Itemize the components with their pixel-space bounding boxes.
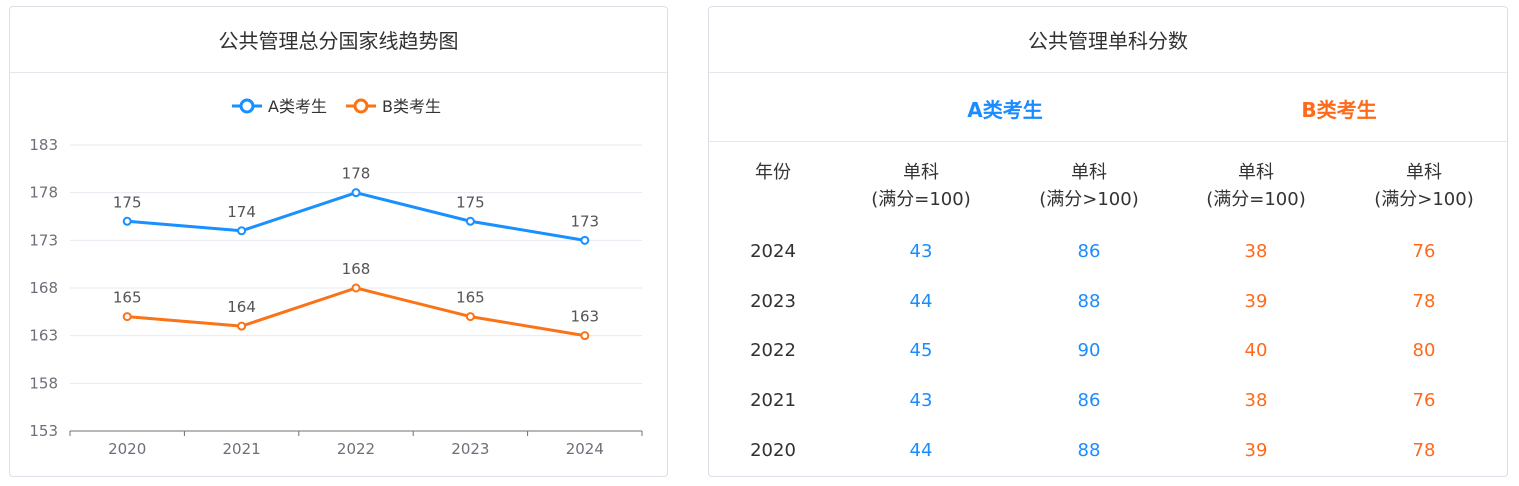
x-tick-label: 2024 — [566, 440, 604, 458]
data-point — [580, 235, 590, 245]
group-a-title: A类考生 — [967, 98, 1043, 122]
trend-line-chart: 153 158 163 168 173 178 183 2020 2021 2022 2023 202… — [29, 97, 643, 458]
data-point — [122, 216, 132, 226]
col-header-a-eq100: 单科 (满分=100) — [841, 159, 1001, 213]
cell-a-eq100: 44 — [909, 440, 933, 461]
table-card-title: 公共管理单科分数 — [709, 7, 1507, 73]
cell-b-eq100: 40 — [1244, 340, 1268, 361]
series-line — [127, 191, 586, 242]
y-tick-label: 163 — [29, 327, 58, 345]
x-tick-label: 2023 — [451, 440, 489, 458]
col-header-year-label: 年份 — [755, 162, 791, 183]
x-tick-label: 2022 — [337, 440, 375, 458]
cell-a-gt100: 86 — [1077, 241, 1101, 262]
col-header-b-gt100-line1: 单科 — [1406, 162, 1442, 183]
data-point — [237, 321, 247, 331]
group-header-row: A类考生 B类考生 — [709, 72, 1507, 142]
data-label: 163 — [570, 308, 599, 326]
col-header-b-eq100-line1: 单科 — [1238, 162, 1274, 183]
col-header-b-eq100: 单科 (满分=100) — [1176, 159, 1336, 213]
y-tick-label: 158 — [29, 374, 58, 392]
cell-a-eq100: 43 — [909, 241, 933, 262]
col-header-a-eq100-line1: 单科 — [903, 162, 939, 183]
data-label: 165 — [456, 289, 485, 307]
data-point — [465, 312, 475, 322]
cell-a-gt100: 90 — [1077, 340, 1101, 361]
col-header-b-gt100: 单科 (满分>100) — [1344, 159, 1504, 213]
series-line — [127, 286, 586, 338]
cell-b-eq100: 38 — [1244, 241, 1268, 262]
data-label: 165 — [113, 289, 142, 307]
data-label: 175 — [456, 193, 485, 211]
col-header-b-eq100-line2: (满分=100) — [1206, 189, 1306, 210]
cell-b-gt100: 78 — [1412, 440, 1436, 461]
legend-marker — [353, 98, 369, 114]
col-header-b-gt100-line2: (满分>100) — [1374, 189, 1474, 210]
y-tick-label: 173 — [29, 231, 58, 249]
col-header-a-gt100: 单科 (满分>100) — [1009, 159, 1169, 213]
y-tick-label: 178 — [29, 184, 58, 202]
col-header-year: 年份 — [693, 159, 853, 186]
data-point — [122, 312, 132, 322]
data-label: 174 — [227, 203, 256, 221]
data-point — [351, 188, 361, 198]
data-point — [351, 283, 361, 293]
cell-b-eq100: 38 — [1244, 390, 1268, 411]
cell-a-gt100: 86 — [1077, 390, 1101, 411]
cell-year: 2020 — [750, 440, 796, 461]
data-point — [237, 226, 247, 236]
cell-a-eq100: 44 — [909, 291, 933, 312]
legend-label: B类考生 — [382, 97, 441, 116]
cell-a-eq100: 45 — [909, 340, 933, 361]
data-label: 164 — [227, 298, 256, 316]
cell-b-gt100: 80 — [1412, 340, 1436, 361]
chart-card-title: 公共管理总分国家线趋势图 — [10, 7, 667, 73]
data-point — [465, 216, 475, 226]
y-tick-label: 183 — [29, 136, 58, 154]
single-subject-card: 公共管理单科分数 A类考生 B类考生 年份 单科 (满分=100) 单科 (满分… — [708, 6, 1508, 477]
x-tick-label: 2021 — [223, 440, 261, 458]
cell-a-gt100: 88 — [1077, 440, 1101, 461]
trend-chart-card: 公共管理总分国家线趋势图 153 158 163 168 173 178 183 2020 20… — [9, 6, 668, 477]
data-label: 173 — [570, 212, 599, 230]
cell-a-eq100: 43 — [909, 390, 933, 411]
data-label: 178 — [342, 165, 371, 183]
legend-marker — [239, 98, 255, 114]
cell-year: 2021 — [750, 390, 796, 411]
data-label: 175 — [113, 193, 142, 211]
cell-a-gt100: 88 — [1077, 291, 1101, 312]
cell-b-eq100: 39 — [1244, 440, 1268, 461]
y-tick-label: 153 — [29, 422, 58, 440]
cell-year: 2023 — [750, 291, 796, 312]
data-label: 168 — [342, 260, 371, 278]
data-point — [580, 331, 590, 341]
col-header-a-eq100-line2: (满分=100) — [871, 189, 971, 210]
cell-b-gt100: 76 — [1412, 241, 1436, 262]
legend-label: A类考生 — [268, 97, 327, 116]
x-tick-label: 2020 — [108, 440, 146, 458]
cell-year: 2024 — [750, 241, 796, 262]
group-b-title: B类考生 — [1301, 98, 1377, 122]
cell-b-gt100: 78 — [1412, 291, 1436, 312]
cell-b-gt100: 76 — [1412, 390, 1436, 411]
cell-year: 2022 — [750, 340, 796, 361]
y-tick-label: 168 — [29, 279, 58, 297]
cell-b-eq100: 39 — [1244, 291, 1268, 312]
col-header-a-gt100-line1: 单科 — [1071, 162, 1107, 183]
col-header-a-gt100-line2: (满分>100) — [1039, 189, 1139, 210]
